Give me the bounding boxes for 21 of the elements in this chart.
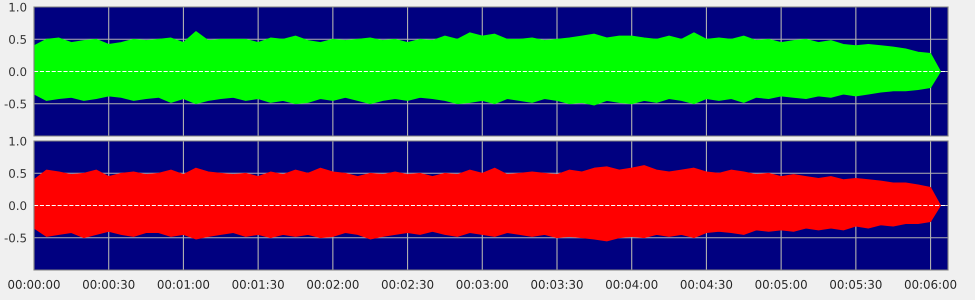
y-tick-label: 0.0: [9, 67, 26, 76]
x-tick-label: 00:06:00: [904, 280, 956, 289]
x-tick-label: 00:02:30: [382, 280, 434, 289]
x-tick-label: 00:01:30: [232, 280, 284, 289]
x-tick-label: 00:04:00: [606, 280, 658, 289]
y-tick-label: 0.0: [9, 201, 26, 210]
y-tick-label: 0.5: [9, 168, 26, 178]
x-tick-label: 00:00:30: [82, 280, 134, 289]
x-tick-label: 00:01:00: [158, 280, 210, 289]
x-tick-label: 00:03:30: [531, 280, 583, 289]
y-tick-label: -0.5: [4, 233, 26, 242]
y-tick-label: 0.5: [9, 34, 26, 44]
x-tick-label: 00:00:00: [8, 280, 60, 289]
y-tick-label: 1.0: [10, 136, 26, 146]
x-tick-label: 00:02:00: [307, 280, 359, 289]
x-tick-label: 00:03:00: [456, 280, 508, 289]
y-tick-label: -0.5: [4, 99, 26, 108]
x-tick-label: 00:04:30: [680, 280, 732, 289]
x-tick-label: 00:05:00: [755, 280, 807, 289]
y-tick-label: 1.0: [10, 2, 26, 12]
x-tick-label: 00:05:30: [830, 280, 882, 289]
